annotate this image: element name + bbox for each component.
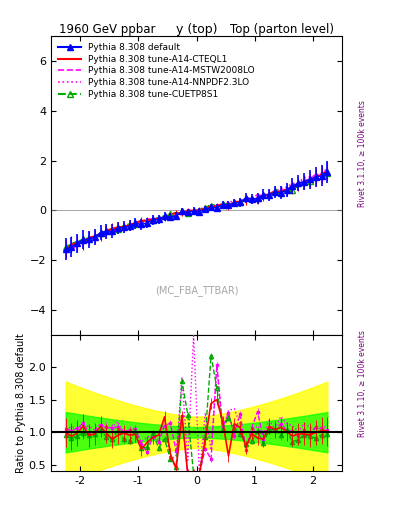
Text: Rivet 3.1.10, ≥ 100k events: Rivet 3.1.10, ≥ 100k events [358, 100, 367, 207]
Legend: Pythia 8.308 default, Pythia 8.308 tune-A14-CTEQL1, Pythia 8.308 tune-A14-MSTW20: Pythia 8.308 default, Pythia 8.308 tune-… [55, 40, 257, 101]
Text: (MC_FBA_TTBAR): (MC_FBA_TTBAR) [155, 285, 238, 295]
Text: Top (parton level): Top (parton level) [230, 23, 334, 36]
Title: y (top): y (top) [176, 23, 217, 36]
Y-axis label: Ratio to Pythia 8.308 default: Ratio to Pythia 8.308 default [16, 333, 26, 473]
Text: 1960 GeV ppbar: 1960 GeV ppbar [59, 23, 156, 36]
Text: Rivet 3.1.10, ≥ 100k events: Rivet 3.1.10, ≥ 100k events [358, 331, 367, 437]
